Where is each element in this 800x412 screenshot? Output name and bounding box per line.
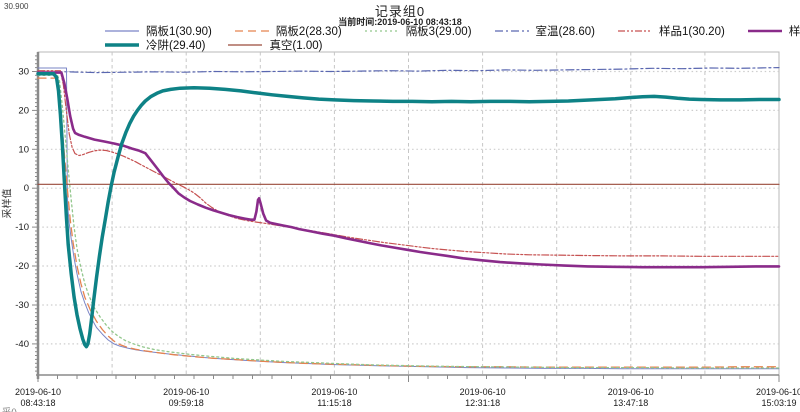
series-line-室温: [37, 66, 780, 74]
chart-subtitle: 当前时间:2019-06-10 08:43:18: [0, 15, 800, 28]
x-tick-label-time: 09:59:18: [169, 398, 204, 408]
x-tick-label-date: 2019-06-10: [15, 387, 61, 397]
y-tick-label: -20: [15, 261, 29, 272]
x-tick-label-date: 2019-06-10: [311, 387, 357, 397]
legend-label: 隔板2(28.30): [275, 26, 342, 38]
legend-line-sample: [105, 43, 139, 47]
y-tick-label: 0: [24, 183, 29, 194]
series-line-样品2: [36, 71, 781, 269]
x-tick-label-time: 12:31:18: [465, 398, 500, 408]
x-tick-label-time: 11:15:18: [317, 398, 351, 408]
legend-item-隔板2: 隔板2(28.30): [234, 23, 342, 39]
current-value-readout: 30.900: [4, 2, 29, 11]
legend-row-1: 隔板1(30.90) 隔板2(28.30) 隔板3(29.00) 室温(28.60) 样…: [104, 24, 800, 38]
legend-label: 隔板1(30.90): [146, 26, 212, 38]
x-tick-label-date: 2019-06-10: [460, 387, 506, 397]
legend-label: 室温(28.60): [535, 26, 595, 38]
series-line-隔板2: [37, 77, 780, 368]
legend-line-sample: [494, 30, 529, 32]
y-tick-label: 30: [18, 67, 29, 78]
legend-line-sample: [234, 30, 269, 32]
x-tick-label-time: 08:43:18: [20, 398, 55, 408]
y-tick-label: 10: [18, 144, 29, 155]
legend-item-隔板3: 隔板3(29.00): [364, 23, 472, 39]
legend-item-冷阱: 冷阱(29.40): [104, 37, 205, 53]
legend-line-sample: [364, 30, 399, 32]
legend-line-sample: [105, 30, 139, 32]
y-tick-label: -30: [15, 300, 29, 311]
series-line-冷阱: [36, 72, 781, 349]
x-tick-label-date: 2019-06-10: [756, 387, 800, 397]
subtitle-time: 2019-06-10 08:43:18: [377, 17, 462, 27]
legend-item-真空: 真空(1.00): [227, 37, 322, 53]
legend-label: 样品2(29.70): [788, 26, 800, 38]
series-line-隔板3: [37, 74, 780, 369]
x-tick-label-date: 2019-06-10: [163, 387, 209, 397]
legend-row-2: 冷阱(29.40) 真空(1.00): [104, 38, 322, 52]
legend-item-室温: 室温(28.60): [494, 23, 595, 39]
clipped-corner-text: 采(): [2, 407, 17, 412]
legend-line-sample: [747, 29, 782, 33]
legend-label: 冷阱(29.40): [146, 40, 206, 52]
y-tick-label: -40: [15, 339, 29, 350]
subtitle-label: 当前时间:: [338, 17, 378, 27]
legend-item-样品2: 样品2(29.70): [747, 23, 800, 39]
x-tick-label-time: 15:03:19: [761, 398, 796, 408]
chart-title: 记录组0: [374, 4, 426, 19]
legend-label: 样品1(30.20): [658, 26, 725, 38]
y-tick-label: 20: [18, 105, 29, 116]
legend-label: 隔板3(29.00): [405, 26, 472, 38]
y-tick-label: -10: [15, 222, 29, 233]
x-tick-label-date: 2019-06-10: [608, 387, 654, 397]
legend-label: 真空(1.00): [269, 40, 323, 52]
legend-item-隔板1: 隔板1(30.90): [104, 23, 212, 39]
legend-line-sample: [228, 44, 263, 46]
legend-item-样品1: 样品1(30.20): [617, 23, 725, 39]
x-tick-label-time: 13:47:18: [613, 398, 648, 408]
legend-line-sample: [617, 30, 652, 32]
y-axis-label: 采样值: [2, 188, 14, 219]
